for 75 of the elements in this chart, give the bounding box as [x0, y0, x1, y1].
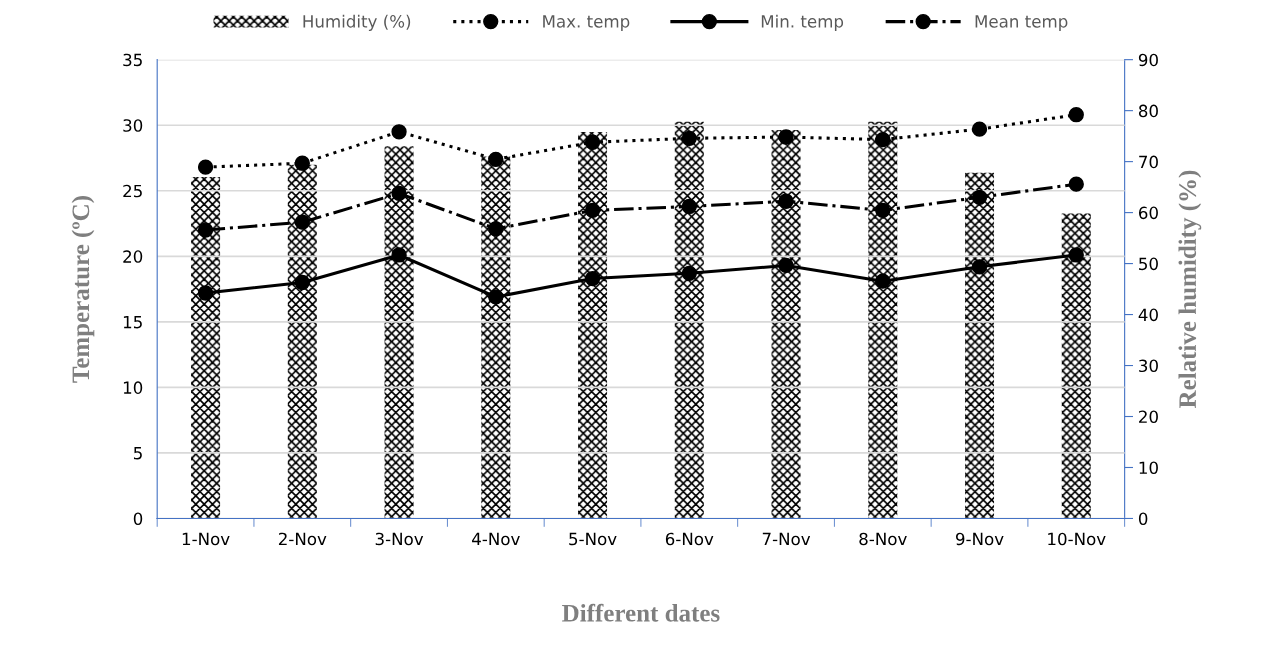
y-tick-label: 35: [123, 53, 142, 67]
bar: [191, 176, 221, 519]
y2-tick-label: 30: [1139, 359, 1158, 373]
legend-label: Mean temp: [975, 15, 1068, 31]
y2-tick-label: 40: [1138, 308, 1158, 322]
point: [778, 129, 794, 145]
y-tick-label: 20: [123, 250, 143, 263]
point: [294, 274, 310, 291]
point: [875, 273, 891, 289]
y2-tick-label: 60: [1139, 206, 1158, 220]
point: [1068, 247, 1084, 263]
point: [197, 222, 214, 238]
point: [875, 131, 891, 148]
bar: [578, 132, 608, 519]
bar: [771, 130, 801, 519]
point: [971, 259, 988, 275]
y2-tick-label: 50: [1139, 257, 1158, 271]
point: [778, 257, 794, 274]
point: [294, 214, 310, 230]
point: [391, 124, 407, 140]
y-axis-title: Temperature (ºC): [71, 196, 95, 383]
point: [294, 155, 310, 171]
x-tick-label: 2-Nov: [278, 532, 327, 546]
y-tick-label: 10: [123, 381, 143, 394]
x-tick-label: 7-Nov: [762, 532, 811, 546]
x-tick-label: 4-Nov: [472, 532, 520, 546]
x-tick-label: 1-Nov: [182, 532, 230, 546]
y2-tick-label: 90: [1138, 53, 1158, 67]
legend-label: Humidity (%): [303, 14, 411, 31]
point: [681, 198, 697, 215]
point: [488, 221, 504, 237]
legend-label: Max. temp: [543, 15, 630, 31]
point: [1068, 107, 1084, 123]
point: [584, 270, 601, 287]
bar: [481, 156, 511, 519]
point: [488, 289, 504, 305]
point: [875, 202, 891, 219]
y-tick-label: 0: [133, 512, 143, 526]
bar: [1061, 213, 1091, 519]
point: [584, 134, 601, 150]
point: [681, 130, 697, 146]
point: [681, 265, 697, 281]
x-tick-label: 3-Nov: [375, 532, 424, 546]
x-tick-label: 6-Nov: [665, 532, 714, 546]
x-tick-label: 5-Nov: [569, 532, 617, 546]
point: [391, 185, 407, 202]
x-axis-title: Different dates: [562, 603, 720, 622]
point: [197, 159, 214, 175]
legend-label: Min. temp: [761, 14, 844, 31]
bar: [384, 146, 414, 519]
point: [197, 285, 214, 301]
y2-tick-label: 70: [1139, 155, 1158, 169]
point: [778, 193, 794, 209]
y-tick-label: 30: [123, 119, 143, 132]
point: [488, 151, 504, 167]
x-tick-label: 9-Nov: [956, 532, 1004, 546]
x-tick-label: 8-Nov: [859, 532, 907, 546]
bar: [674, 121, 704, 519]
y-tick-label: 15: [123, 316, 142, 329]
y-tick-label: 25: [123, 184, 142, 198]
bar: [965, 172, 995, 519]
point: [584, 202, 601, 219]
point: [971, 121, 988, 137]
y2-tick-label: 10: [1139, 461, 1158, 475]
y2-tick-label: 80: [1138, 104, 1158, 118]
y2-tick-label: 20: [1139, 410, 1158, 424]
point: [1068, 176, 1084, 192]
bar: [868, 121, 898, 519]
point: [391, 247, 407, 263]
bar: [287, 164, 317, 519]
y2-tick-label: 0: [1138, 512, 1148, 526]
y2-axis-title: Relative humidity (%): [1178, 170, 1202, 409]
y-tick-label: 5: [133, 447, 142, 460]
x-tick-label: 10-Nov: [1048, 532, 1106, 546]
point: [971, 189, 988, 205]
